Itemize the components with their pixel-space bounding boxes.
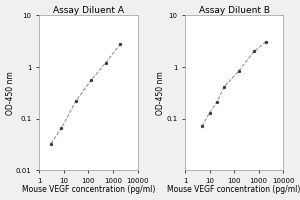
Y-axis label: OD-450 nm: OD-450 nm	[156, 71, 165, 115]
X-axis label: Mouse VEGF concentration (pg/ml): Mouse VEGF concentration (pg/ml)	[22, 185, 155, 194]
X-axis label: Mouse VEGF concentration (pg/ml): Mouse VEGF concentration (pg/ml)	[167, 185, 300, 194]
Y-axis label: OD-450 nm: OD-450 nm	[6, 71, 15, 115]
Title: Assay Diluent B: Assay Diluent B	[199, 6, 270, 15]
Title: Assay Diluent A: Assay Diluent A	[53, 6, 124, 15]
